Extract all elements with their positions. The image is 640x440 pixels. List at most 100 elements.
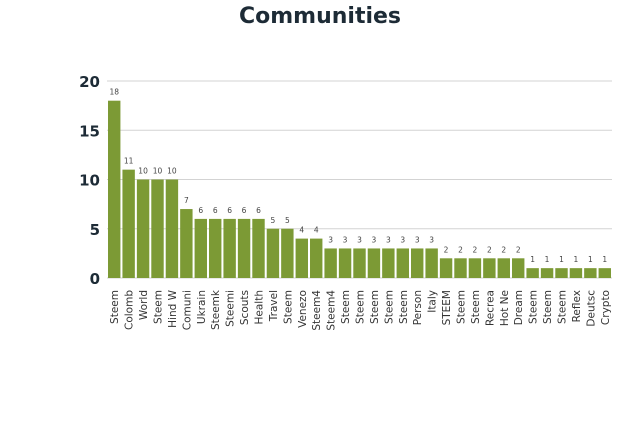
data-label: 3	[415, 235, 420, 244]
bar	[468, 258, 482, 278]
bar	[338, 248, 352, 278]
bar	[324, 248, 337, 278]
data-label: 5	[285, 216, 290, 225]
bar	[165, 179, 179, 278]
x-tick-label: Scouts	[239, 290, 251, 325]
bar	[353, 248, 366, 278]
x-tick-label: Hind W	[167, 289, 179, 327]
data-label: 6	[256, 206, 261, 215]
x-tick-label: Steem	[109, 290, 121, 324]
bar	[367, 248, 381, 278]
x-tick-label: Colomb	[124, 290, 136, 330]
x-tick-label: Steem	[282, 290, 294, 324]
x-tick-label: Steemk	[210, 289, 222, 330]
data-label: 6	[242, 206, 247, 215]
bar	[512, 258, 525, 278]
data-label: 1	[530, 255, 535, 264]
x-tick-label: Travel	[268, 290, 280, 322]
x-tick-label: Crypto	[600, 290, 612, 325]
bar	[223, 218, 236, 278]
x-tick-label: Steem	[542, 290, 554, 324]
bar	[526, 268, 539, 278]
data-label: 6	[198, 206, 203, 215]
x-tick-label: Steem	[369, 290, 381, 324]
data-label: 1	[602, 255, 607, 264]
x-tick-label: Italy	[427, 290, 439, 313]
x-tick-label: Reflex	[571, 290, 583, 322]
data-label: 18	[109, 88, 119, 97]
data-label: 3	[400, 235, 405, 244]
data-label: 2	[444, 245, 449, 254]
x-tick-label: Ukrain	[196, 290, 208, 324]
data-label: 6	[227, 206, 232, 215]
x-tick-label: World	[138, 290, 150, 320]
x-tick-label: Health	[254, 290, 266, 324]
x-tick-label: Steemi	[225, 290, 237, 327]
y-tick-label: 20	[79, 73, 100, 91]
x-tick-label: Hot Ne	[499, 290, 511, 326]
data-label: 3	[357, 235, 362, 244]
data-label: 1	[588, 255, 593, 264]
x-tick-label: Venezo	[297, 290, 309, 328]
bar	[151, 179, 164, 278]
data-label: 3	[343, 235, 348, 244]
data-label: 10	[153, 167, 163, 176]
data-label: 6	[213, 206, 218, 215]
bar	[555, 268, 568, 278]
x-tick-label: Steem4	[326, 290, 338, 331]
bar	[295, 238, 308, 278]
data-label: 2	[473, 245, 478, 254]
data-label: 7	[184, 196, 189, 205]
bar	[252, 218, 265, 278]
bar	[425, 248, 438, 278]
x-tick-label: Comuni	[181, 290, 193, 330]
data-label: 3	[372, 235, 377, 244]
data-label: 10	[167, 167, 177, 176]
bar	[454, 258, 467, 278]
bar	[136, 179, 150, 278]
bar	[209, 218, 222, 278]
x-tick-label: Steem	[153, 290, 165, 324]
x-tick-label: Person	[412, 290, 424, 325]
data-label: 2	[501, 245, 506, 254]
bar	[194, 218, 207, 278]
y-tick-label: 0	[90, 270, 100, 288]
data-label: 2	[516, 245, 521, 254]
bar	[180, 209, 193, 278]
x-tick-label: Dream	[513, 290, 525, 325]
x-tick-label: Steem	[456, 290, 468, 324]
x-tick-label: Recrea	[484, 290, 496, 326]
bar	[396, 248, 409, 278]
bar	[382, 248, 395, 278]
bar	[540, 268, 554, 278]
x-tick-label: Steem	[340, 290, 352, 324]
y-tick-label: 10	[79, 172, 100, 190]
data-label: 1	[574, 255, 579, 264]
bar	[569, 268, 583, 278]
bar	[411, 248, 424, 278]
y-tick-label: 5	[90, 221, 100, 239]
y-tick-label: 15	[79, 122, 100, 140]
x-tick-label: Steem4	[311, 290, 323, 331]
bar	[439, 258, 453, 278]
x-tick-label: Deutsc	[585, 290, 597, 327]
bar	[584, 268, 597, 278]
data-label: 1	[559, 255, 564, 264]
x-tick-label: STEEM	[441, 290, 453, 325]
x-tick-label: Steem	[528, 290, 540, 324]
x-tick-label: Steem	[383, 290, 395, 324]
data-label: 5	[271, 216, 276, 225]
data-label: 3	[429, 235, 434, 244]
bar	[266, 228, 280, 278]
data-label: 3	[328, 235, 333, 244]
bar	[281, 228, 294, 278]
x-tick-label: Steem	[398, 290, 410, 324]
data-label: 4	[299, 226, 304, 235]
x-tick-label: Steem	[355, 290, 367, 324]
bar	[108, 100, 121, 278]
data-label: 11	[124, 157, 134, 166]
data-label: 4	[314, 226, 319, 235]
x-tick-label: Steem	[557, 290, 569, 324]
